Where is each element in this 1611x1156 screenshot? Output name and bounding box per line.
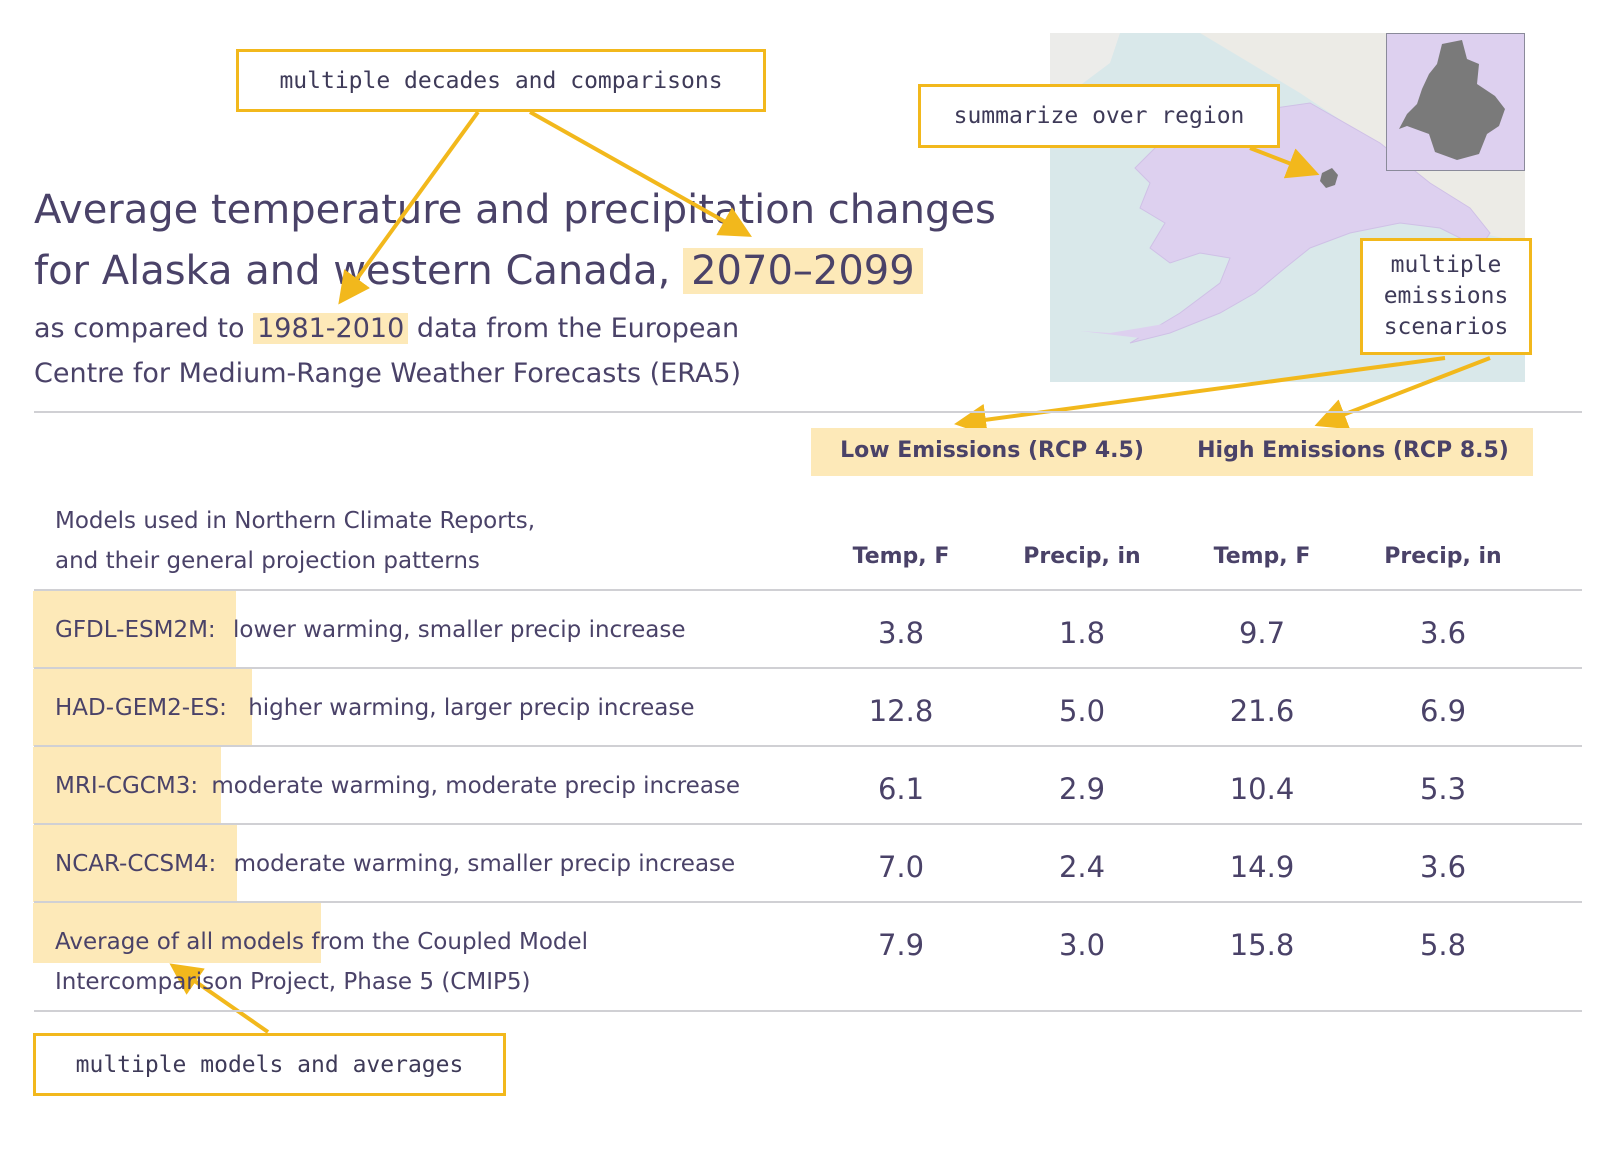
value-low-precip: 1.8 [1058,616,1106,650]
value-high-temp: 15.8 [1229,928,1295,962]
value-low-temp: 12.8 [868,694,934,728]
model-description: moderate warming, moderate precip increa… [211,773,741,799]
model-highlight-hadgem [33,669,252,746]
callout-models-text: multiple models and averages [75,1051,464,1078]
title-line-1: Average temperature and precipitation ch… [34,187,996,233]
table-intro-line-1: Models used in Northern Climate Reports, [55,508,536,534]
table-row: HAD-GEM2-ES: higher warming, larger prec… [55,688,694,728]
model-name: GFDL-ESM2M: [55,617,216,643]
callout-region: summarize over region [918,84,1280,148]
table-row-divider-4 [34,901,1582,903]
table-bottom-divider [34,1010,1582,1012]
subtitle-prefix: as compared to [34,313,245,344]
average-label: Average of all models [55,929,305,955]
average-line-1: Average of all models from the Coupled M… [55,922,755,962]
page-subtitle: as compared to 1981-2010 data from the E… [34,306,834,396]
average-line-2: Intercomparison Project, Phase 5 (CMIP5) [55,969,531,995]
inset-region-shape [1399,40,1505,160]
callout-models: multiple models and averages [33,1033,506,1096]
table-row: NCAR-CCSM4: moderate warming, smaller pr… [55,844,735,884]
value-high-temp: 10.4 [1229,772,1295,806]
table-row-divider-3 [34,823,1582,825]
scenario-high-emissions: High Emissions (RCP 8.5) [1173,428,1533,476]
baseline-period-highlight: 1981-2010 [253,313,409,344]
model-highlight-ncar [33,825,237,902]
title-period-highlight: 2070–2099 [683,248,923,294]
value-low-temp: 6.1 [877,772,925,806]
table-row-average: Average of all models from the Coupled M… [55,922,755,1002]
model-name: MRI-CGCM3: [55,773,199,799]
callout-emissions-line-2: emissions [1383,283,1509,309]
model-name: HAD-GEM2-ES: [55,695,227,721]
value-high-precip: 6.9 [1419,694,1467,728]
table-row-divider-0 [34,589,1582,591]
callout-region-text: summarize over region [953,103,1245,129]
aleutian-islands [1080,323,1170,338]
col-low-temp: Temp, F [852,544,950,569]
average-label-rest: from the Coupled Model [311,929,589,955]
value-high-precip: 5.8 [1419,928,1467,962]
col-high-precip: Precip, in [1384,544,1502,569]
value-low-precip: 3.0 [1058,928,1106,962]
model-description: higher warming, larger precip increase [248,695,695,721]
col-high-temp: Temp, F [1213,544,1311,569]
value-high-precip: 3.6 [1419,616,1467,650]
selected-region[interactable] [1320,168,1338,188]
scenario-high-label: High Emissions (RCP 8.5) [1197,438,1509,463]
scenario-low-emissions: Low Emissions (RCP 4.5) [811,428,1173,476]
value-low-precip: 2.4 [1058,850,1106,884]
table-row-divider-2 [34,745,1582,747]
title-line-2: for Alaska and western Canada, 2070–2099 [34,241,1034,302]
page-title: Average temperature and precipitation ch… [34,180,1034,302]
table-row: GFDL-ESM2M: lower warming, smaller preci… [55,610,686,650]
inset-svg [1399,40,1505,160]
value-high-temp: 21.6 [1229,694,1295,728]
callout-decades: multiple decades and comparisons [236,49,766,112]
table-row-divider-1 [34,667,1582,669]
region-map[interactable] [1050,33,1525,382]
average-highlight [33,903,321,963]
title-line-2-prefix: for Alaska and western Canada, [34,248,671,294]
value-low-precip: 5.0 [1058,694,1106,728]
value-high-temp: 14.9 [1229,850,1295,884]
table-row: MRI-CGCM3: moderate warming, moderate pr… [55,766,740,806]
callout-emissions: multiple emissions scenarios [1360,238,1532,355]
model-highlight-gfdl [33,591,236,668]
value-high-precip: 5.3 [1419,772,1467,806]
subtitle-line-1: as compared to 1981-2010 data from the E… [34,306,834,351]
table-intro-line-2: and their general projection patterns [55,548,480,574]
callout-decades-text: multiple decades and comparisons [279,67,723,94]
value-low-temp: 7.0 [877,850,925,884]
value-low-temp: 3.8 [877,616,925,650]
subtitle-line-2: Centre for Medium-Range Weather Forecast… [34,358,742,389]
callout-emissions-line-1: multiple [1390,252,1502,278]
callout-emissions-line-3: scenarios [1383,314,1509,340]
value-low-precip: 2.9 [1058,772,1106,806]
model-highlight-mri [33,747,221,824]
value-low-temp: 7.9 [877,928,925,962]
scenario-low-label: Low Emissions (RCP 4.5) [840,438,1144,463]
model-description: moderate warming, smaller precip increas… [233,851,736,877]
table-intro: Models used in Northern Climate Reports,… [55,501,535,581]
subtitle-suffix: data from the European [416,313,740,344]
map-inset [1386,33,1525,171]
header-divider [34,411,1582,413]
col-low-precip: Precip, in [1023,544,1141,569]
value-high-precip: 3.6 [1419,850,1467,884]
value-high-temp: 9.7 [1238,616,1286,650]
siberia-landmass [1050,33,1120,93]
model-description: lower warming, smaller precip increase [233,617,686,643]
model-name: NCAR-CCSM4: [55,851,217,877]
